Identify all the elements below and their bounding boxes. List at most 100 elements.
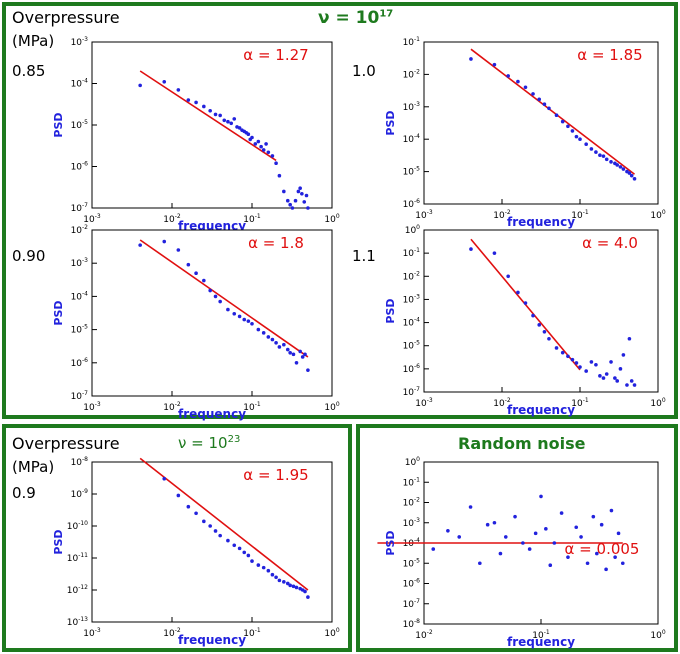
y-tick-label: 10-2: [71, 224, 89, 236]
pressure-label-4: 1.1: [352, 247, 376, 265]
data-point: [274, 575, 278, 580]
data-point: [492, 62, 497, 67]
data-point: [298, 186, 302, 190]
data-point: [300, 191, 304, 196]
data-point: [589, 147, 594, 151]
pressure-label-1: 0.85: [12, 62, 46, 80]
data-point: [544, 527, 548, 531]
y-tick-label: 10-2: [403, 497, 421, 509]
data-point: [246, 132, 251, 137]
data-point: [194, 100, 198, 105]
data-point: [282, 342, 286, 347]
data-point: [579, 535, 583, 539]
data-point: [609, 160, 613, 164]
data-point: [304, 193, 309, 198]
data-point: [162, 239, 167, 244]
y-tick-label: 10-4: [403, 317, 421, 329]
pressure-label-2: 1.0: [352, 62, 376, 80]
plot-area: [423, 229, 659, 393]
data-point: [213, 294, 218, 299]
data-point: [232, 117, 237, 121]
y-tick-label: 10-12: [67, 584, 88, 596]
y-tick-label: 10-7: [71, 390, 89, 402]
data-point: [552, 541, 557, 545]
x-tick-label: 10-3: [83, 627, 101, 639]
data-point: [516, 79, 520, 84]
data-point: [542, 102, 547, 107]
data-point: [618, 367, 623, 371]
data-point: [566, 555, 570, 559]
y-tick-label: 100: [405, 456, 420, 468]
overpressure-label-bottom: Overpressure: [12, 434, 120, 453]
data-point: [277, 173, 282, 178]
chart-pressure-0.9: 10-3 10-2 10-1 10010-1310-1210-1110-1010-91…: [52, 456, 340, 647]
data-point: [208, 288, 212, 293]
data-point: [226, 307, 230, 312]
data-point: [288, 202, 292, 207]
y-tick-label: 10-2: [403, 68, 421, 80]
data-point: [478, 561, 482, 566]
data-point: [584, 369, 588, 373]
plot-area: [423, 41, 659, 205]
y-tick-label: 10-3: [403, 293, 421, 305]
data-point: [492, 251, 497, 255]
data-point: [256, 327, 261, 332]
y-tick-label: 10-6: [71, 161, 89, 173]
nu-exponent: 23: [227, 434, 241, 445]
data-point: [521, 541, 525, 545]
data-point: [574, 134, 579, 139]
x-tick-label: 100: [650, 629, 665, 641]
x-axis-label: frequency: [178, 407, 246, 421]
data-point: [261, 331, 266, 335]
data-point: [213, 112, 218, 117]
fit-line: [139, 239, 309, 358]
data-point: [303, 589, 307, 594]
data-point: [266, 568, 271, 573]
data-point: [256, 563, 261, 567]
data-point: [523, 301, 528, 305]
data-point: [589, 360, 594, 364]
data-point: [138, 243, 142, 247]
top-frame: [2, 2, 678, 419]
data-point: [629, 379, 634, 383]
data-point: [261, 565, 266, 570]
data-point: [601, 154, 606, 158]
alpha-label: α = 1.8: [248, 234, 304, 252]
data-point: [604, 157, 609, 162]
chart-pressure-1.0: 10-3 10-2 10-1 10010-610-510-410-310-210-1f…: [384, 36, 666, 229]
data-point: [264, 142, 268, 146]
y-tick-label: 10-3: [71, 257, 89, 269]
data-point: [213, 529, 218, 533]
data-point: [282, 189, 286, 194]
x-axis-label: frequency: [507, 403, 575, 417]
data-point: [242, 550, 247, 555]
data-point: [609, 508, 614, 513]
data-point: [176, 248, 181, 252]
y-tick-label: 10-6: [403, 363, 421, 375]
y-tick-label: 10-6: [71, 357, 89, 369]
data-point: [237, 314, 242, 319]
data-point: [457, 535, 462, 539]
x-tick-label: 10-2: [415, 629, 433, 641]
bottom-right-frame: [356, 424, 678, 652]
data-point: [506, 74, 510, 78]
data-point: [516, 290, 520, 295]
chart-pressure-0.90: 10-3 10-2 10-1 10010-710-610-510-410-310-2f…: [52, 224, 340, 421]
data-point: [270, 154, 275, 158]
data-point: [566, 354, 570, 359]
data-point: [601, 376, 606, 380]
data-point: [594, 362, 598, 367]
data-point: [560, 119, 565, 124]
chart-random-noise: 10-2 10-1 10010-810-710-610-510-410-310-21…: [377, 456, 666, 649]
nu-label-bottom: ν = 1023: [178, 434, 240, 452]
data-point: [599, 522, 604, 527]
data-point: [531, 313, 535, 318]
y-tick-label: 10-1: [403, 476, 421, 488]
data-point: [202, 278, 206, 283]
data-point: [302, 200, 307, 204]
x-axis-label: frequency: [507, 215, 575, 229]
data-point: [208, 108, 212, 113]
data-point: [574, 361, 579, 365]
data-point: [176, 493, 181, 498]
data-point: [290, 206, 295, 210]
